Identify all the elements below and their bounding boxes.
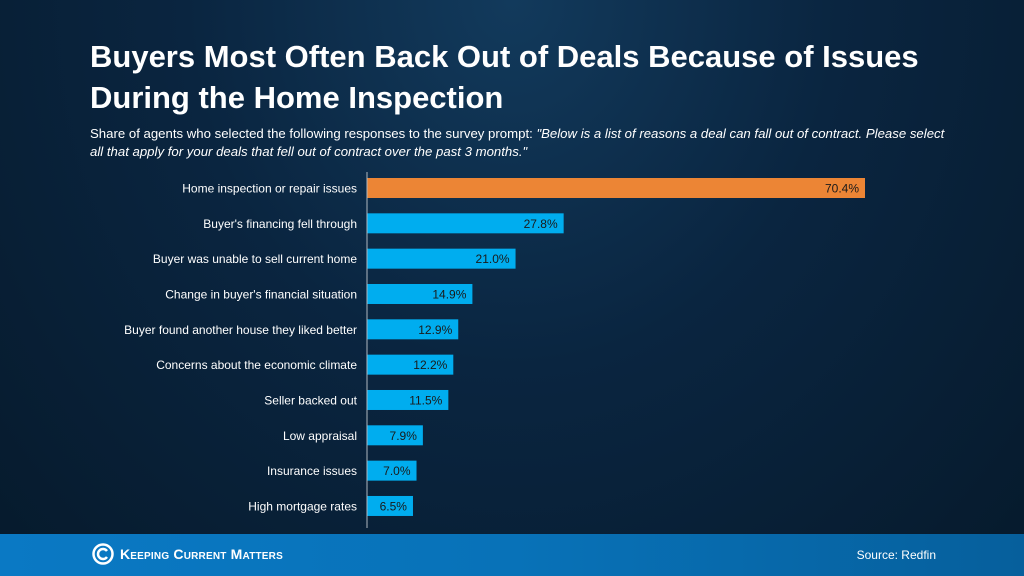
data-label: 21.0% — [476, 252, 510, 266]
category-label: Buyer's financing fell through — [203, 217, 357, 231]
bar — [367, 248, 516, 269]
bar — [367, 354, 454, 375]
category-label: High mortgage rates — [248, 499, 357, 513]
bar — [367, 213, 564, 234]
data-label: 70.4% — [825, 182, 859, 196]
chart-subtitle: Share of agents who selected the followi… — [90, 125, 950, 161]
bar — [367, 495, 413, 516]
data-label: 7.0% — [383, 464, 411, 478]
footer: Keeping Current Matters Source: Redfin — [0, 534, 1024, 576]
chart-title: Buyers Most Often Back Out of Deals Beca… — [90, 39, 919, 115]
category-label: Insurance issues — [267, 464, 357, 478]
category-label: Buyer was unable to sell current home — [153, 252, 357, 266]
data-label: 14.9% — [432, 287, 466, 301]
category-label: Concerns about the economic climate — [156, 358, 357, 372]
subtitle-prefix: Share of agents who selected the followi… — [90, 126, 537, 141]
logo: Keeping Current Matters — [92, 543, 283, 565]
category-label: Buyer found another house they liked bet… — [124, 323, 357, 337]
category-label: Low appraisal — [283, 429, 357, 443]
data-label: 12.9% — [418, 323, 452, 337]
brand-name: Keeping Current Matters — [120, 546, 283, 562]
category-label: Change in buyer's financial situation — [165, 287, 357, 301]
bar — [367, 460, 417, 481]
category-label: Seller backed out — [264, 393, 357, 407]
bar — [367, 283, 473, 304]
category-label: Home inspection or repair issues — [182, 182, 357, 196]
data-label: 12.2% — [413, 358, 447, 372]
subtitle-quote: "Below is a list of reasons a deal can f… — [90, 126, 945, 159]
kcm-logo-icon — [92, 543, 114, 565]
bar — [367, 389, 449, 410]
data-label: 27.8% — [524, 217, 558, 231]
bar — [367, 425, 423, 446]
data-label: 7.9% — [390, 429, 418, 443]
bar — [367, 178, 865, 198]
bar — [367, 319, 459, 340]
source-label: Source: Redfin — [856, 548, 936, 562]
data-label: 11.5% — [409, 393, 442, 407]
data-label: 6.5% — [380, 499, 408, 513]
